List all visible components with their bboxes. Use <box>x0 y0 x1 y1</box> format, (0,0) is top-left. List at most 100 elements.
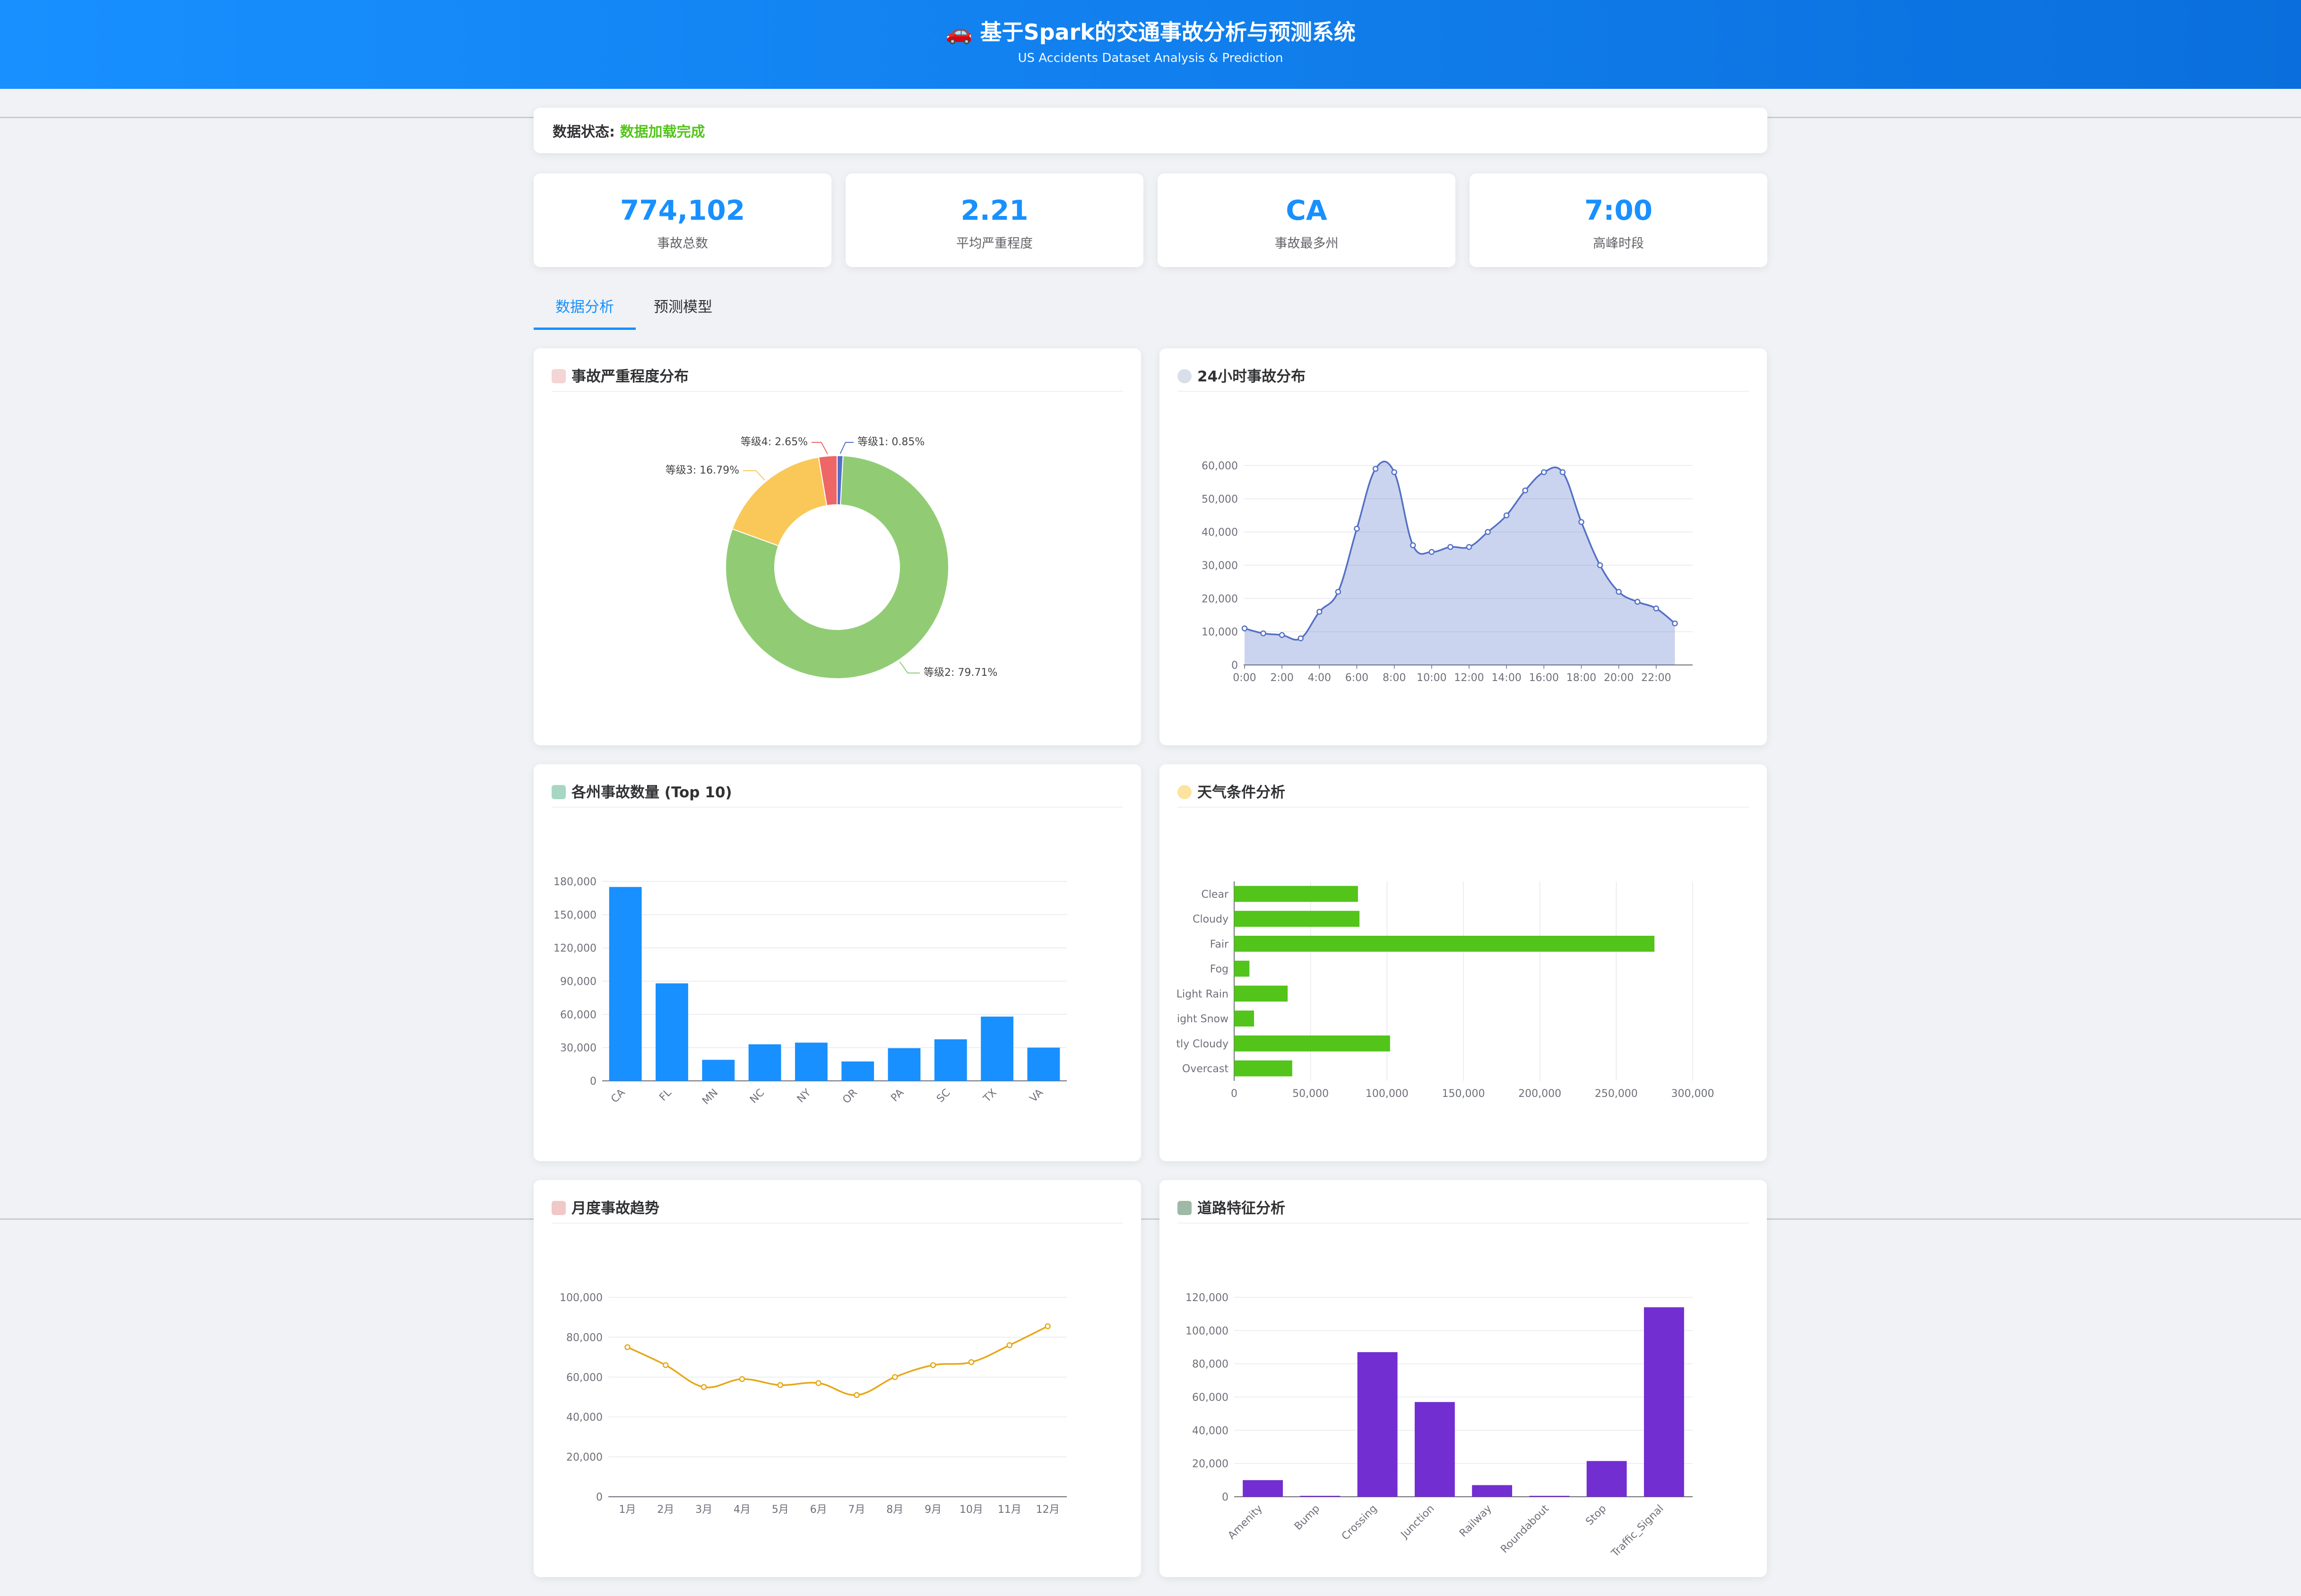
bar <box>1414 1402 1455 1497</box>
y-tick-label: 0 <box>596 1492 603 1503</box>
x-tick-label: 2月 <box>657 1504 674 1516</box>
panel-states: 各州事故数量 (Top 10) 0 30,000 60,000 90,000 120,0… <box>534 764 1141 1161</box>
pie-slice <box>731 457 828 547</box>
bar <box>748 1044 781 1081</box>
panel-title: 道路特征分析 <box>1197 1200 1285 1217</box>
status-label: 数据状态: <box>553 124 615 140</box>
x-tick-label: Bump <box>1292 1503 1322 1533</box>
y-tick-label: Cloudy <box>1193 914 1228 925</box>
y-tick-label: 60,000 <box>566 1372 603 1384</box>
bar <box>1234 1010 1254 1027</box>
x-tick-label: 8:00 <box>1383 672 1406 684</box>
panel-title: 天气条件分析 <box>1197 784 1285 801</box>
bar <box>981 1017 1013 1081</box>
stat-label: 事故最多州 <box>1274 236 1339 251</box>
calendar-icon <box>552 1201 566 1215</box>
x-tick-label: Crossing <box>1340 1503 1379 1543</box>
data-point <box>701 1384 707 1390</box>
area-fill <box>1244 461 1675 665</box>
y-tick-label: 20,000 <box>1202 593 1238 605</box>
bar <box>1357 1352 1398 1497</box>
app-header: 🚗 基于Spark的交通事故分析与预测系统 US Accidents Datas… <box>0 0 2301 89</box>
panel-title: 24小时事故分布 <box>1197 368 1306 385</box>
stat-value: CA <box>1286 194 1327 226</box>
tab-prediction-model[interactable]: 预测模型 <box>654 299 712 316</box>
bar <box>1234 911 1360 927</box>
y-tick-label: Overcast <box>1182 1063 1228 1075</box>
x-tick-label: 6月 <box>810 1504 827 1516</box>
stat-card-total: 774,102 事故总数 <box>534 173 831 267</box>
y-tick-label: tly Cloudy <box>1176 1038 1228 1050</box>
pie-label-line <box>812 442 828 455</box>
x-tick-label: 16:00 <box>1529 672 1559 684</box>
pie-data-label: 等级3: 16.79% <box>666 465 739 476</box>
x-tick-label: Railway <box>1457 1503 1494 1540</box>
data-point <box>1597 562 1603 569</box>
weather-bar-chart: 0 50,000 100,000 150,000 200,000 250,000 300,0… <box>1176 881 1714 1100</box>
data-point <box>1260 630 1266 637</box>
y-tick-label: 100,000 <box>1185 1325 1228 1337</box>
pie-slice <box>818 455 838 506</box>
bar <box>1234 1035 1390 1052</box>
data-point <box>1672 620 1678 627</box>
x-tick-label: Roundabout <box>1498 1502 1551 1555</box>
y-tick-label: Clear <box>1201 889 1228 900</box>
monthly-line-chart: 0 20,000 40,000 60,000 80,000 100,000 1月 2月 3月 4月… <box>560 1292 1067 1516</box>
panel-title: 事故严重程度分布 <box>571 368 689 385</box>
data-point <box>1578 519 1584 525</box>
panel-monthly: 月度事故趋势 0 20,000 40,000 60,000 80,000 100,000 1… <box>534 1180 1141 1577</box>
pie-slice <box>725 455 949 679</box>
stat-card-avg-severity: 2.21 平均严重程度 <box>846 173 1143 267</box>
bar <box>1586 1461 1627 1497</box>
y-tick-label: Fog <box>1210 964 1228 975</box>
x-tick-label: TX <box>981 1087 999 1105</box>
data-point <box>1466 544 1472 550</box>
bar <box>609 887 642 1081</box>
bar <box>1234 960 1250 977</box>
data-point <box>815 1380 822 1386</box>
bar <box>841 1061 874 1081</box>
chart-icon <box>552 369 566 383</box>
y-tick-label: 180,000 <box>554 876 597 888</box>
y-tick-label: 0 <box>1231 660 1238 672</box>
severity-donut-chart: 等级1: 0.85% 等级2: 79.71% 等级3: 16.79% 等级4: 2.6… <box>666 436 997 679</box>
y-tick-label: 80,000 <box>566 1332 603 1344</box>
bar <box>934 1039 967 1081</box>
x-tick-label: 9月 <box>925 1504 942 1516</box>
x-tick-label: Stop <box>1583 1503 1609 1528</box>
x-tick-label: NY <box>795 1087 813 1105</box>
x-tick-label: 250,000 <box>1595 1088 1638 1100</box>
y-tick-label: 90,000 <box>560 976 597 988</box>
data-point <box>1447 544 1453 550</box>
pie-data-label: 等级4: 2.65% <box>741 436 808 448</box>
data-point <box>1372 466 1379 472</box>
data-point <box>1391 469 1397 475</box>
x-tick-label: 2:00 <box>1270 672 1293 684</box>
tab-data-analysis[interactable]: 数据分析 <box>534 289 636 330</box>
x-tick-label: 7月 <box>848 1504 865 1516</box>
data-point <box>624 1344 631 1350</box>
data-point <box>892 1374 898 1380</box>
bar <box>795 1043 828 1081</box>
y-tick-label: 0 <box>590 1076 597 1087</box>
pie-label-line <box>899 661 920 673</box>
y-tick-label: Fair <box>1210 939 1229 950</box>
x-tick-label: FL <box>657 1087 674 1104</box>
weather-icon <box>1177 785 1192 799</box>
x-tick-label: 150,000 <box>1442 1088 1485 1100</box>
bar <box>1234 985 1288 1002</box>
data-point <box>930 1362 936 1368</box>
hourly-area-chart: 0 10,000 20,000 30,000 40,000 50,000 60,000 0:0… <box>1202 460 1693 684</box>
map-icon <box>552 785 566 799</box>
data-point <box>1410 542 1416 549</box>
y-tick-label: 10,000 <box>1202 627 1238 638</box>
y-tick-label: 80,000 <box>1192 1359 1228 1371</box>
x-tick-label: 1月 <box>619 1504 636 1516</box>
bar <box>1243 1480 1283 1497</box>
data-point <box>1559 469 1566 475</box>
x-tick-label: 0 <box>1231 1088 1237 1100</box>
stat-label: 高峰时段 <box>1593 236 1644 251</box>
bar <box>1234 886 1358 902</box>
data-point <box>1541 469 1547 475</box>
data-point <box>1006 1342 1012 1348</box>
